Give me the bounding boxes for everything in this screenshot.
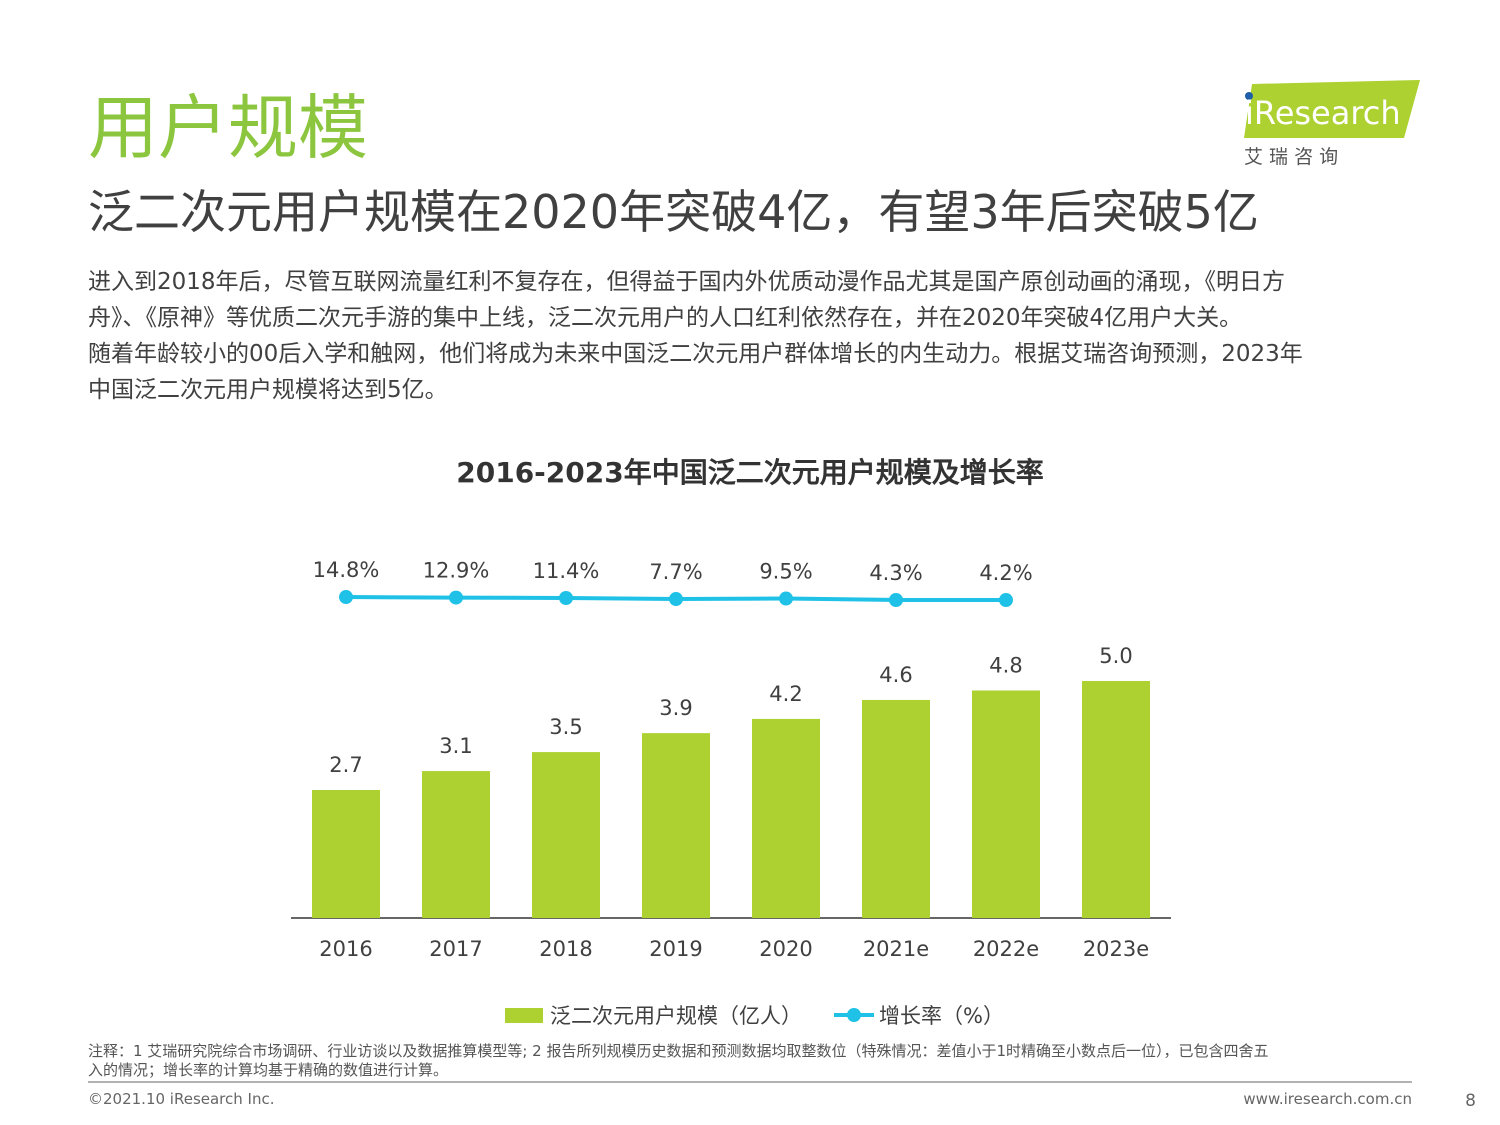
x-tick-label: 2016 xyxy=(319,937,372,961)
page-number: 8 xyxy=(1465,1091,1476,1111)
x-tick-label: 2021e xyxy=(863,937,929,961)
logo-cn: 艾 瑞 咨 询 xyxy=(1244,146,1338,168)
notes: 注释：1 艾瑞研究院综合市场调研、行业访谈以及数据推算模型等; 2 报告所列规模… xyxy=(88,1042,1269,1079)
x-tick-label: 2022e xyxy=(973,937,1039,961)
bar xyxy=(752,718,820,918)
bar-label: 4.2 xyxy=(769,682,802,706)
page-title: 用户规模 xyxy=(88,87,368,169)
bar-label: 3.1 xyxy=(439,734,472,758)
logo: iResearch xyxy=(1245,94,1401,132)
x-tick-label: 2017 xyxy=(429,937,482,961)
bar xyxy=(312,790,380,918)
growth-point xyxy=(779,591,793,606)
bar-label: 3.5 xyxy=(549,715,582,739)
growth-point xyxy=(889,592,903,607)
paragraph: 进入到2018年后，尽管互联网流量红利不复存在，但得益于国内外优质动漫作品尤其是… xyxy=(88,269,1303,403)
paragraph-line: 舟》、《原神》等优质二次元手游的集中上线，泛二次元用户的人口红利依然存在，并在2… xyxy=(88,305,1242,331)
subtitle: 泛二次元用户规模在2020年突破4亿，有望3年后突破5亿 xyxy=(88,185,1259,239)
bar xyxy=(532,752,600,918)
bar-label: 5.0 xyxy=(1099,644,1132,668)
bar-label: 2.7 xyxy=(329,753,362,777)
growth-point xyxy=(999,593,1013,608)
growth-label: 4.3% xyxy=(869,561,922,585)
x-tick-label: 2020 xyxy=(759,937,812,961)
bar xyxy=(642,733,710,918)
copyright: ©2021.10 iResearch Inc. xyxy=(88,1090,274,1108)
logo-dot xyxy=(1245,92,1253,100)
x-tick-label: 2019 xyxy=(649,937,702,961)
bar xyxy=(862,699,930,918)
note-line: 入的情况；增长率的计算均基于精确的数值进行计算。 xyxy=(88,1061,448,1079)
bar xyxy=(1082,681,1150,918)
growth-label: 14.8% xyxy=(313,558,380,582)
growth-label: 9.5% xyxy=(759,560,812,584)
bar-label: 3.9 xyxy=(659,696,692,720)
url: www.iresearch.com.cn xyxy=(1243,1090,1412,1108)
note-line: 注释：1 艾瑞研究院综合市场调研、行业访谈以及数据推算模型等; 2 报告所列规模… xyxy=(88,1042,1269,1060)
chart-title: 2016-2023年中国泛二次元用户规模及增长率 xyxy=(456,456,1043,489)
growth-point xyxy=(449,590,463,605)
legend-swatch-dot xyxy=(847,1008,861,1022)
paragraph-line: 随着年龄较小的00后入学和触网，他们将成为未来中国泛二次元用户群体增长的内生动力… xyxy=(88,341,1303,367)
growth-label: 7.7% xyxy=(649,560,702,584)
paragraph-line: 中国泛二次元用户规模将达到5亿。 xyxy=(88,377,448,403)
paragraph-line: 进入到2018年后，尽管互联网流量红利不复存在，但得益于国内外优质动漫作品尤其是… xyxy=(88,269,1285,295)
growth-point xyxy=(669,592,683,607)
growth-point xyxy=(559,591,573,606)
x-tick-label: 2018 xyxy=(539,937,592,961)
logo-shape xyxy=(1244,80,1420,138)
growth-label: 11.4% xyxy=(533,559,600,583)
x-tick-label: 2023e xyxy=(1083,937,1149,961)
legend-label: 泛二次元用户规模（亿人） xyxy=(550,1004,802,1028)
growth-label: 12.9% xyxy=(423,559,490,583)
bar xyxy=(972,690,1040,918)
legend-swatch xyxy=(505,1008,543,1023)
growth-label: 4.2% xyxy=(979,561,1032,585)
bar-label: 4.8 xyxy=(989,653,1022,677)
growth-point xyxy=(339,590,353,605)
bar xyxy=(422,771,490,918)
bar-label: 4.6 xyxy=(879,663,912,687)
legend-label: 增长率（%） xyxy=(879,1004,1004,1028)
